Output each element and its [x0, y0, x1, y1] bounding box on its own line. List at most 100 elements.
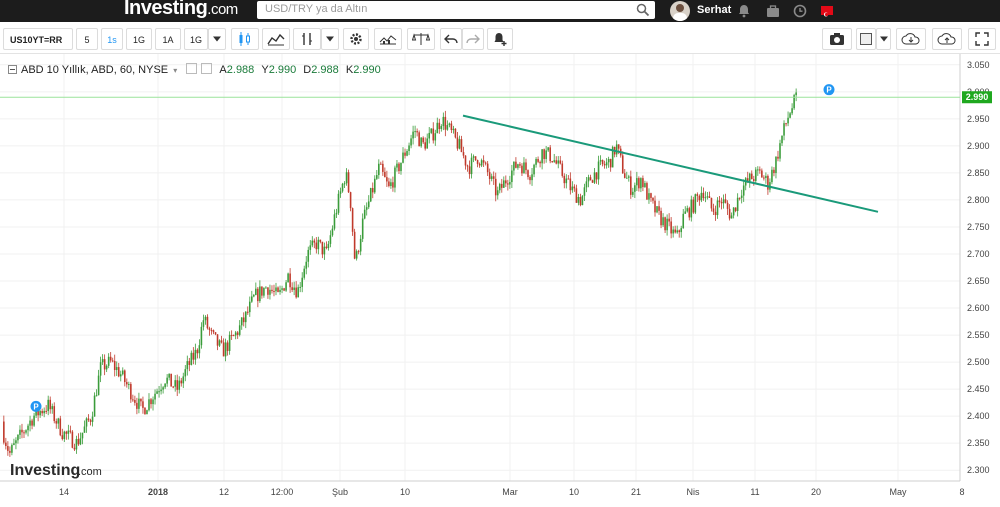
candle-body [773, 169, 775, 174]
briefcase-icon[interactable] [765, 3, 781, 19]
interval-dropdown-button[interactable] [208, 28, 226, 50]
candle-body [728, 208, 731, 219]
candle-body [386, 177, 388, 182]
user-name[interactable]: Serhat [697, 4, 732, 16]
candle-body [186, 361, 189, 370]
event-marker-label: P [33, 402, 39, 411]
legend-dropdown-icon[interactable]: ▾ [173, 66, 178, 75]
candle-body [662, 217, 664, 226]
collapse-icon[interactable] [8, 65, 17, 74]
scale-button[interactable] [407, 28, 435, 50]
candle-body [124, 370, 126, 383]
candle-body [138, 398, 140, 409]
candle-body [9, 450, 11, 453]
undo-button[interactable] [440, 28, 462, 50]
candle-body [527, 170, 529, 178]
candle-body [59, 418, 62, 436]
candle-body [791, 108, 793, 114]
candle-body [299, 286, 301, 288]
legend-low-label: D [303, 64, 312, 76]
redo-button[interactable] [462, 28, 484, 50]
candle-body [242, 317, 245, 323]
candle-body [593, 172, 596, 183]
symbol-input[interactable]: US10YT=RR [3, 28, 73, 50]
candle-body [152, 399, 154, 405]
compare-icon [379, 35, 397, 45]
bell-icon[interactable] [736, 3, 752, 19]
indicators-button[interactable] [293, 28, 321, 50]
candle-body [13, 443, 15, 445]
screenshot-button[interactable] [822, 28, 852, 50]
investing-logo[interactable]: Investing.com [124, 0, 238, 20]
candles-icon [239, 32, 250, 46]
interval-1m-button[interactable]: 1A [155, 28, 181, 50]
chart-area[interactable]: 3.0503.0002.9502.9002.8502.8002.7502.700… [0, 54, 1000, 502]
candle-body [321, 241, 324, 255]
candle-body [654, 200, 656, 213]
legend-close-icon[interactable] [201, 63, 213, 74]
candle-body [15, 440, 17, 444]
candle-body [267, 287, 269, 295]
candle-body [271, 289, 273, 292]
candle-body [212, 330, 215, 333]
candle-body [696, 194, 699, 196]
candle-body [698, 195, 701, 201]
indicators-dropdown-button[interactable] [321, 28, 339, 50]
candle-body [130, 384, 132, 400]
interval-1d-button[interactable]: 1G [126, 28, 152, 50]
search-icon[interactable] [635, 2, 651, 18]
watermark-suffix: .com [78, 466, 102, 478]
compare-button[interactable] [374, 28, 402, 50]
candle-body [498, 183, 501, 191]
settings-button[interactable] [343, 28, 369, 50]
candle-body [204, 316, 207, 321]
color-dropdown-button[interactable] [876, 28, 891, 50]
clock-icon[interactable] [792, 3, 808, 19]
candle-body [275, 287, 277, 292]
candle-body [317, 239, 320, 250]
candle-body [31, 420, 33, 426]
candles-button[interactable] [231, 28, 259, 50]
candle-body [757, 169, 759, 171]
time-tick-label: 11 [750, 487, 759, 497]
price-tick-label: 2.750 [967, 222, 990, 232]
candle-body [428, 132, 431, 139]
color-button[interactable] [856, 28, 876, 50]
candle-body [140, 398, 142, 402]
fullscreen-button[interactable] [968, 28, 996, 50]
turkey-flag-icon[interactable] [821, 6, 833, 17]
candle-body [39, 410, 41, 416]
candle-body [418, 132, 420, 147]
candle-body [53, 406, 56, 422]
candle-body [605, 162, 608, 166]
interval-custom-button[interactable]: 1G [184, 28, 208, 50]
cloud-upload-button[interactable] [932, 28, 962, 50]
candle-body [549, 147, 551, 162]
candle-body [442, 116, 445, 127]
chart-style-button[interactable] [262, 28, 290, 50]
price-chart[interactable]: 3.0503.0002.9502.9002.8502.8002.7502.700… [0, 54, 1000, 502]
candle-body [337, 193, 340, 213]
candle-body [646, 183, 648, 200]
candle-body [422, 137, 424, 143]
candle-body [297, 287, 299, 298]
candle-body [248, 301, 251, 313]
candle-body [587, 177, 590, 182]
interval-1h-button[interactable]: 1s [101, 28, 123, 50]
candle-body [126, 382, 128, 385]
candle-body [621, 155, 624, 174]
candle-body [730, 215, 733, 219]
candle-body [724, 199, 727, 203]
avatar[interactable] [670, 1, 690, 21]
candle-body [347, 172, 350, 193]
add-alert-button[interactable] [487, 28, 513, 50]
chevron-down-icon [879, 36, 888, 42]
candle-body [188, 361, 191, 365]
legend-eye-icon[interactable] [186, 63, 198, 74]
cloud-save-button[interactable] [896, 28, 926, 50]
candle-body [23, 432, 25, 434]
search-input[interactable]: USD/TRY ya da Altın [257, 1, 655, 19]
interval-5m-button[interactable]: 5 [76, 28, 98, 50]
candle-body [263, 288, 265, 296]
time-tick-label: 12:00 [271, 487, 294, 497]
